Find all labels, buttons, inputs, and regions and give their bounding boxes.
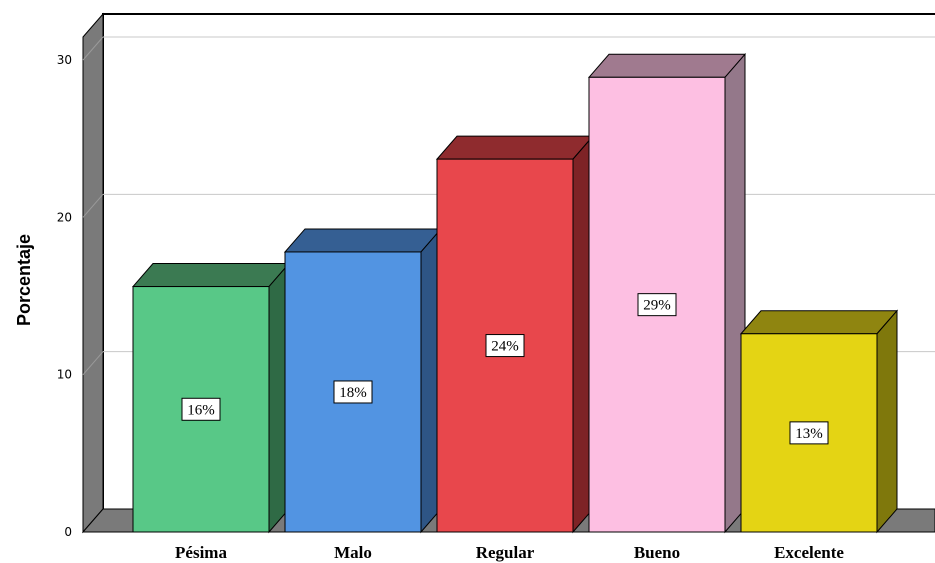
data-label-box <box>789 421 829 445</box>
y-axis-ticks: 0 10 20 30 <box>57 53 72 539</box>
data-label: 13% <box>789 421 829 445</box>
y-tick-label: 20 <box>57 210 72 224</box>
data-label-text: 13% <box>795 426 823 442</box>
x-tick-label: Malo <box>334 543 372 562</box>
data-label: 29% <box>637 293 677 317</box>
y-axis-label: Porcentaje <box>14 234 34 326</box>
left-wall <box>82 12 104 534</box>
category-labels: Pésima Malo Regular Bueno Excelente <box>175 543 844 562</box>
x-tick-label: Regular <box>476 543 535 562</box>
gridline-side <box>82 194 104 218</box>
data-label: 24% <box>485 334 525 358</box>
data-label-box <box>485 334 525 358</box>
data-label-text: 29% <box>643 298 671 314</box>
data-labels: 16% 18% 24% 29% 13% <box>181 293 829 445</box>
x-tick-label: Excelente <box>774 543 844 562</box>
gridline-side <box>82 36 104 61</box>
y-tick-label: 0 <box>64 525 72 539</box>
bar-top <box>131 263 291 288</box>
data-label: 18% <box>333 380 373 404</box>
data-label-text: 24% <box>491 339 519 355</box>
y-tick-label: 30 <box>57 53 72 67</box>
bar-top <box>435 135 595 160</box>
x-tick-label: Bueno <box>634 543 680 562</box>
bar-top <box>587 53 747 78</box>
gridline-side <box>82 351 104 375</box>
bar-side <box>876 309 898 534</box>
data-label: 16% <box>181 397 221 421</box>
data-label-text: 18% <box>339 385 367 401</box>
y-tick-label: 10 <box>57 368 72 382</box>
bar-top <box>739 310 899 335</box>
data-label-box <box>181 397 221 421</box>
data-label-box <box>637 293 677 317</box>
data-label-box <box>333 380 373 404</box>
x-tick-label: Pésima <box>175 543 227 562</box>
data-label-text: 16% <box>187 402 215 418</box>
bar-top <box>283 228 443 253</box>
bars <box>131 52 899 534</box>
